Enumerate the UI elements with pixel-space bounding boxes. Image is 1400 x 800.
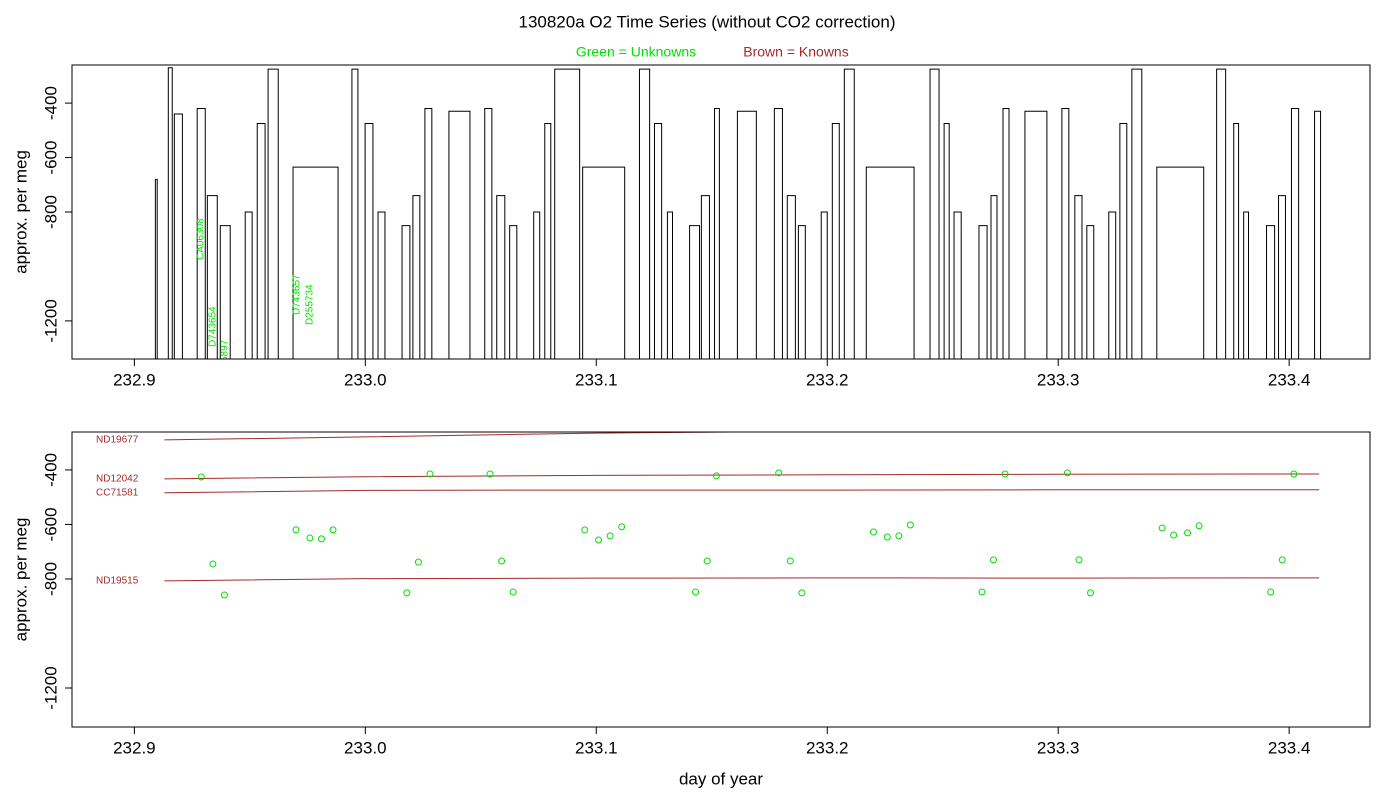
sample-annotation: D743657 <box>292 274 303 315</box>
y-tick-label: -1200 <box>41 299 60 342</box>
y-tick-label: -400 <box>41 86 60 120</box>
unknown-point <box>1267 588 1275 596</box>
plot-frame <box>71 64 1371 360</box>
sample-annotation: 5897 <box>220 339 231 362</box>
x-axis-label: day of year <box>679 769 763 788</box>
x-tick-label: 233.4 <box>1268 738 1311 757</box>
x-tick-label: 233.0 <box>344 370 387 389</box>
unknown-point <box>581 526 589 534</box>
y-tick-label: -800 <box>41 195 60 229</box>
unknown-point <box>329 526 337 534</box>
unknown-point <box>1170 531 1178 539</box>
legend-note: Green = Unknowns <box>576 44 696 60</box>
unknown-point <box>775 469 783 477</box>
unknown-point <box>426 470 434 478</box>
unknown-point <box>883 533 891 541</box>
unknown-point <box>509 588 517 596</box>
unknown-point <box>1290 470 1298 478</box>
y-tick-label: -400 <box>41 453 60 487</box>
y-tick-label: -1200 <box>41 666 60 709</box>
plot-frame <box>71 431 1371 728</box>
x-tick-label: 233.0 <box>344 738 387 757</box>
unknown-point <box>317 535 325 543</box>
sample-annotation: CA06308 <box>196 218 207 260</box>
unknown-point <box>712 472 720 480</box>
legend-note: Brown = Knowns <box>743 44 848 60</box>
unknown-point <box>1278 556 1286 564</box>
unknown-point <box>209 560 217 568</box>
unknown-point <box>1184 529 1192 537</box>
unknown-point <box>1001 470 1009 478</box>
x-tick-label: 233.1 <box>575 370 618 389</box>
unknown-point <box>486 470 494 478</box>
unknown-point <box>606 532 614 540</box>
unknown-point <box>306 534 314 542</box>
x-tick-label: 232.9 <box>113 738 156 757</box>
unknown-point <box>798 589 806 597</box>
unknown-point <box>618 523 626 531</box>
unknown-point <box>1075 556 1083 564</box>
x-tick-label: 233.2 <box>806 370 849 389</box>
standard-line <box>164 489 1320 494</box>
unknown-point <box>414 558 422 566</box>
unknown-point <box>1195 522 1203 530</box>
standard-label: ND19677 <box>96 435 139 446</box>
x-tick-label: 233.3 <box>1037 370 1080 389</box>
unknown-point <box>220 591 228 599</box>
sample-annotation: D743654 <box>208 306 219 347</box>
y-tick-label: -800 <box>41 562 60 596</box>
trace-line <box>154 67 1322 359</box>
standard-line <box>164 432 789 441</box>
unknown-point <box>978 588 986 596</box>
unknown-point <box>1087 589 1095 597</box>
unknown-point <box>869 528 877 536</box>
sample-annotation: D255734 <box>305 284 316 325</box>
x-tick-label: 233.2 <box>806 738 849 757</box>
x-tick-label: 233.4 <box>1268 370 1311 389</box>
unknown-point <box>1063 469 1071 477</box>
y-axis-label: approx. per meg <box>11 150 30 274</box>
unknown-point <box>595 536 603 544</box>
x-tick-label: 233.3 <box>1037 738 1080 757</box>
unknown-point <box>692 588 700 596</box>
chart-title: 130820a O2 Time Series (without CO2 corr… <box>518 12 895 31</box>
standard-line <box>164 473 1320 480</box>
y-tick-label: -600 <box>41 141 60 175</box>
standard-label: ND19515 <box>96 576 139 587</box>
x-tick-label: 233.1 <box>575 738 618 757</box>
standard-line <box>164 577 1320 582</box>
unknown-point <box>498 557 506 565</box>
unknown-point <box>990 556 998 564</box>
standard-label: CC71581 <box>96 487 139 498</box>
unknown-point <box>197 473 205 481</box>
x-tick-label: 232.9 <box>113 370 156 389</box>
unknown-point <box>895 532 903 540</box>
unknown-point <box>403 589 411 597</box>
unknown-point <box>1158 524 1166 532</box>
unknown-point <box>703 557 711 565</box>
unknown-point <box>906 521 914 529</box>
y-axis-label: approx. per meg <box>11 518 30 642</box>
y-tick-label: -600 <box>41 507 60 541</box>
plot-area <box>164 432 1320 599</box>
unknown-point <box>292 526 300 534</box>
standard-label: ND12042 <box>96 474 139 485</box>
unknown-point <box>786 557 794 565</box>
